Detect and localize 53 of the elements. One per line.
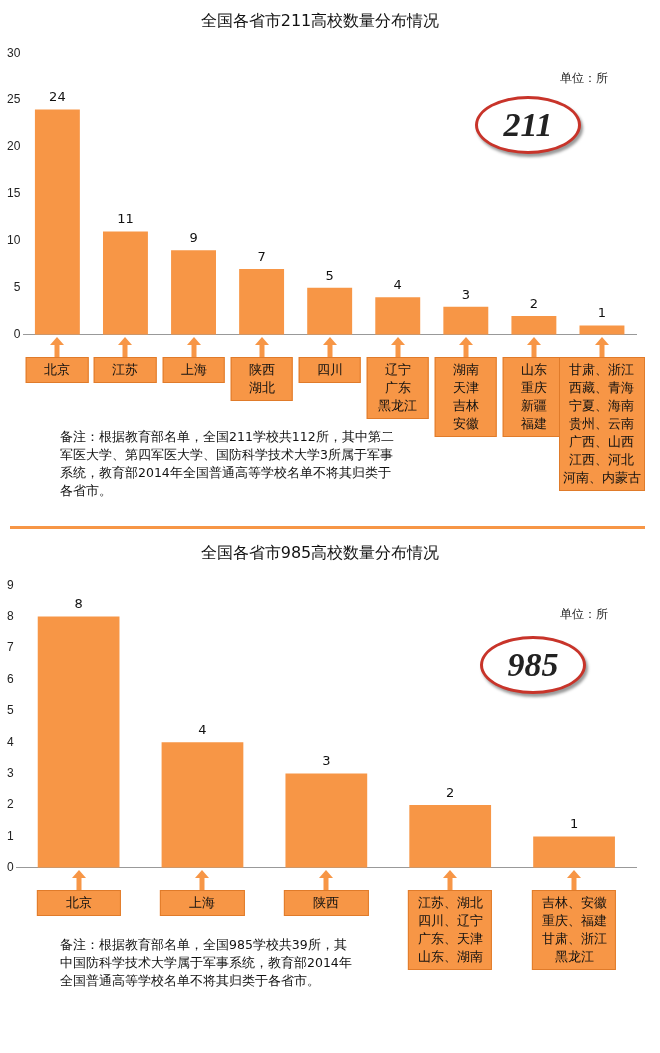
x-tick-label: 北京	[26, 356, 89, 383]
data-label: 9	[189, 230, 198, 246]
x-tick-label: 陕西湖北	[230, 356, 293, 401]
y-tick-label: 10	[6, 233, 21, 248]
data-label: 4	[198, 722, 207, 738]
x-tick-label: 上海	[160, 889, 245, 916]
annotation: 单位：所	[560, 606, 608, 623]
text: 备注：根据教育部名单，全国211学校共112所，其中第二军医大学、第四军医大学、国防科学技术大学3所属于军事系统，教育部2014年全国普通高等学校名单不将其归类于各省市。	[60, 428, 395, 500]
y-tick-label: 9	[6, 577, 14, 592]
data-label: 3	[322, 753, 331, 769]
x-tick-label: 江苏、湖北四川、辽宁广东、天津山东、湖南	[408, 889, 493, 970]
y-tick-label: 3	[6, 765, 14, 780]
data-label: 1	[569, 816, 579, 832]
x-tick-label: 北京	[36, 889, 121, 916]
data-label: 7	[257, 248, 266, 264]
y-tick-label: 8	[6, 608, 14, 623]
data-label: 3	[461, 286, 470, 302]
x-tick-label: 辽宁广东黑龙江	[366, 356, 430, 419]
y-tick-label: 0	[6, 860, 14, 875]
y-tick-label: 25	[6, 92, 21, 107]
data-label: 2	[446, 784, 455, 800]
y-tick-label: 5	[6, 703, 14, 718]
annotation: 单位：所	[560, 70, 608, 87]
y-tick-label: 0	[13, 327, 21, 342]
x-tick-label: 陕西	[284, 889, 369, 916]
chart-title: 全国各省市211高校数量分布情况	[200, 10, 440, 30]
x-tick-label: 甘肃、浙江西藏、青海宁夏、海南贵州、云南广西、山西江西、河北河南、内蒙古	[558, 356, 645, 491]
data-label: 2	[529, 295, 539, 311]
y-tick-label: 20	[6, 139, 21, 154]
data-label: 4	[393, 277, 402, 293]
x-tick-label: 四川	[298, 356, 361, 383]
data-label: 11	[117, 211, 134, 227]
y-tick-label: 6	[6, 671, 14, 686]
oval-badge: 985	[480, 636, 586, 694]
y-tick-label: 5	[13, 280, 21, 295]
y-tick-label: 30	[6, 45, 21, 60]
x-tick-label: 山东重庆新疆福建	[502, 356, 566, 437]
data-label: 1	[597, 305, 607, 321]
data-label: 8	[74, 596, 83, 612]
data-label: 24	[49, 89, 66, 105]
x-tick-label: 吉林、安徽重庆、福建甘肃、浙江黑龙江	[531, 889, 617, 970]
y-tick-label: 2	[6, 797, 14, 812]
chart-title: 全国各省市985高校数量分布情况	[200, 542, 440, 562]
x-tick-label: 湖南天津吉林安徽	[434, 356, 498, 437]
text: 备注：根据教育部名单，全国985学校共39所，其中国防科学技术大学属于军事系统，教育部2014年全国普通高等学校名单不将其归类于各省市。	[60, 936, 353, 990]
y-tick-label: 15	[6, 186, 21, 201]
x-tick-label: 上海	[162, 356, 225, 383]
data-label: 5	[325, 267, 334, 283]
oval-badge: 211	[475, 96, 581, 154]
y-tick-label: 1	[6, 828, 14, 843]
x-tick-label: 江苏	[94, 356, 157, 383]
y-tick-label: 7	[6, 640, 14, 655]
y-tick-label: 4	[6, 734, 14, 749]
